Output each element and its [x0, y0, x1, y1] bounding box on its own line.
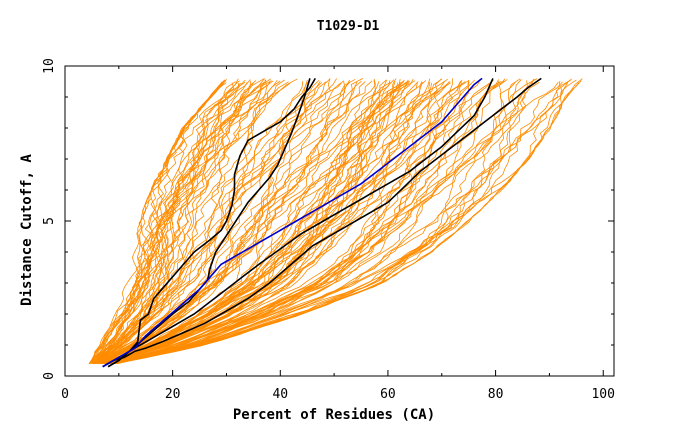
x-tick-label: 40	[272, 387, 288, 402]
x-axis-ticks: 0 20 40 60 80 100	[61, 66, 615, 402]
y-tick-label: 0	[42, 372, 57, 380]
series-line-3	[102, 78, 494, 368]
series-line-2	[107, 78, 311, 368]
trace-line	[99, 81, 344, 364]
trace-line	[110, 81, 450, 364]
chart-title: T1029-D1	[317, 19, 380, 34]
trace-line	[110, 78, 583, 364]
trace-line	[97, 80, 373, 364]
trace-line	[94, 79, 278, 364]
trace-line	[97, 81, 321, 364]
series-line-1	[107, 77, 316, 368]
trace-line	[93, 80, 225, 364]
trace-line	[103, 79, 388, 364]
x-tick-label: 0	[61, 387, 69, 402]
trace-line	[105, 81, 451, 364]
trace-line	[100, 82, 418, 364]
trace-line	[94, 81, 304, 364]
trace-line	[106, 81, 423, 364]
trace-line	[93, 81, 358, 364]
y-axis-ticks: 0 5 10	[42, 58, 614, 380]
x-axis-title: Percent of Residues (CA)	[233, 407, 435, 423]
trace-line	[94, 78, 337, 364]
trace-line	[94, 82, 342, 364]
trace-bundle	[88, 78, 583, 364]
trace-line	[98, 80, 427, 364]
trace-line	[105, 81, 396, 364]
trace-line	[111, 79, 470, 364]
x-tick-label: 100	[591, 387, 614, 402]
y-tick-label: 5	[42, 217, 57, 225]
trace-line	[113, 81, 563, 364]
trace-line	[114, 82, 569, 364]
series-line-5	[102, 77, 483, 368]
trace-line	[98, 78, 376, 364]
x-tick-label: 60	[380, 387, 396, 402]
y-tick-label: 10	[42, 58, 57, 74]
trace-line	[109, 82, 540, 364]
trace-line	[110, 80, 500, 364]
trace-line	[91, 82, 225, 364]
trace-line	[115, 78, 572, 364]
trace-line	[113, 78, 535, 364]
trace-line	[88, 82, 248, 364]
trace-line	[107, 81, 492, 364]
trace-line	[89, 80, 274, 364]
highlighted-series	[102, 77, 542, 368]
trace-line	[101, 79, 476, 364]
trace-line	[112, 78, 521, 364]
trace-line	[97, 78, 356, 364]
trace-line	[101, 82, 401, 364]
y-axis-title: Distance Cutoff, A	[19, 154, 35, 306]
trace-line	[101, 78, 448, 364]
series-line-4	[102, 77, 542, 368]
trace-line	[103, 81, 445, 364]
x-tick-label: 80	[488, 387, 504, 402]
x-tick-label: 20	[165, 387, 181, 402]
trace-line	[106, 79, 500, 364]
trace-line	[97, 78, 364, 364]
trace-line	[114, 82, 580, 364]
trace-line	[91, 78, 265, 364]
trace-line	[94, 82, 246, 364]
trace-line	[89, 78, 264, 364]
trace-line	[90, 78, 298, 364]
trace-line	[88, 80, 240, 364]
trace-line	[112, 81, 470, 364]
trace-line	[115, 79, 577, 364]
trace-line	[112, 79, 522, 364]
trace-line	[93, 81, 289, 364]
trace-line	[115, 78, 534, 364]
trace-line	[115, 80, 582, 364]
trace-line	[94, 81, 308, 364]
trace-line	[111, 82, 463, 364]
